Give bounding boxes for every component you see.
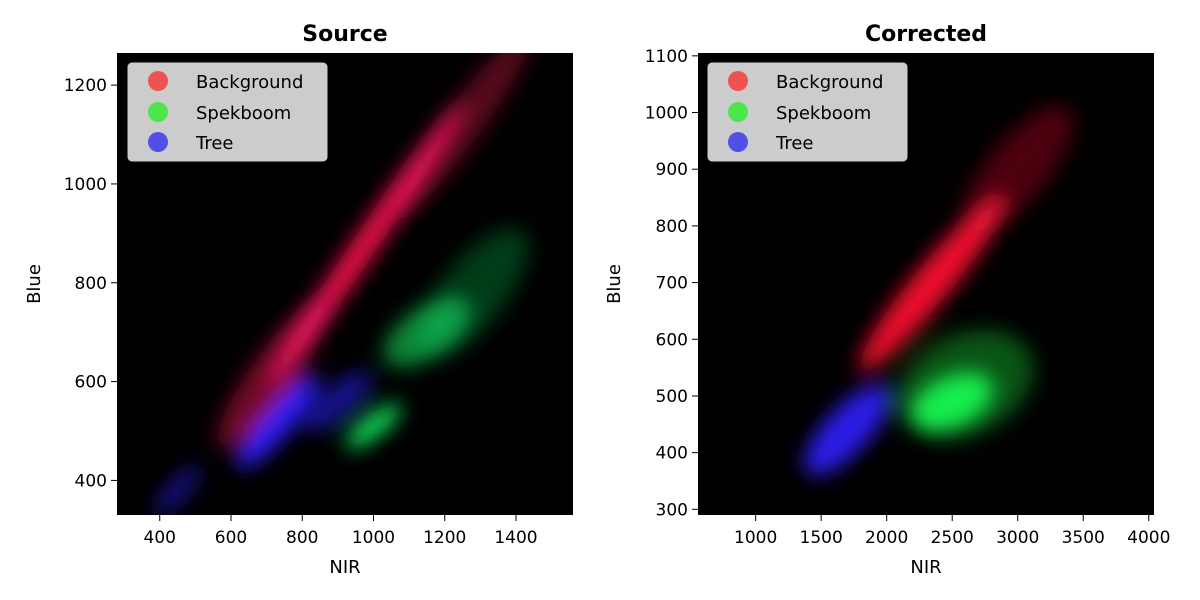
y-tick-label: 800: [75, 274, 107, 294]
x-ticks-source: 400 600 800 1000 1200 1400: [144, 515, 538, 548]
legend-label-tree: Tree: [775, 133, 814, 154]
density-tree-0: [804, 384, 891, 476]
x-tick-label: 1000: [734, 528, 777, 548]
y-tick-label: 900: [656, 160, 688, 180]
legend-box: [707, 62, 908, 162]
y-tick-label: 800: [656, 217, 688, 237]
density-spekboom-0: [345, 403, 402, 449]
y-tick-label: 1000: [64, 175, 107, 195]
density-background-2: [216, 295, 331, 448]
x-tick-label: 2000: [865, 528, 908, 548]
legend-label-background: Background: [196, 72, 303, 93]
x-tick-label: 600: [215, 528, 247, 548]
x-tick-label: 3000: [996, 528, 1039, 548]
y-tick-label: 600: [656, 330, 688, 350]
density-spekboom-2: [418, 228, 529, 358]
x-tick-label: 1200: [423, 528, 466, 548]
y-axis-label-corrected: Blue: [604, 264, 625, 304]
heatmap-corrected: [804, 105, 1074, 476]
x-tick-label: 1500: [800, 528, 843, 548]
legend-source: Background Spekboom Tree: [127, 62, 328, 162]
chart-corrected: 1000 1500 2000 2500 3000 3500 4000 300 400 500 60…: [604, 22, 1170, 578]
x-tick-label: 800: [286, 528, 318, 548]
y-tick-label: 1100: [645, 47, 688, 67]
heatmap-source: [154, 53, 532, 515]
density-background-1: [962, 105, 1074, 234]
legend-marker-spekboom: [148, 102, 168, 122]
x-ticks-corrected: 1000 1500 2000 2500 3000 3500 4000: [734, 515, 1170, 548]
y-tick-label: 400: [75, 471, 107, 491]
y-tick-label: 700: [656, 274, 688, 294]
legend-label-spekboom: Spekboom: [776, 103, 871, 124]
density-spekboom-1: [896, 329, 1034, 440]
legend-corrected: Background Spekboom Tree: [707, 62, 908, 162]
x-axis-label-source: NIR: [329, 557, 360, 578]
y-tick-label: 1200: [64, 76, 107, 96]
legend-marker-background: [728, 71, 748, 91]
density-tree-2: [154, 465, 201, 515]
legend-box: [127, 62, 328, 162]
chart-source: 400 600 800 1000 1200 1400 40060080010001200 …: [24, 22, 573, 578]
density-background-1: [394, 53, 532, 218]
legend-marker-background: [148, 71, 168, 91]
density-background-0: [859, 194, 1007, 371]
x-tick-label: 3500: [1062, 528, 1105, 548]
chart-title-corrected: Corrected: [865, 22, 987, 47]
y-ticks-corrected: 300 400 500 600 700 800 900 1000 1100: [645, 47, 698, 520]
x-tick-label: 4000: [1127, 528, 1170, 548]
x-tick-label: 1400: [494, 528, 537, 548]
legend-label-background: Background: [776, 72, 883, 93]
x-axis-label-corrected: NIR: [910, 557, 941, 578]
legend-marker-tree: [728, 132, 748, 152]
legend-label-spekboom: Spekboom: [196, 103, 291, 124]
y-tick-label: 600: [75, 373, 107, 393]
y-axis-label-source: Blue: [24, 264, 45, 304]
y-tick-label: 1000: [645, 104, 688, 124]
chart-title-source: Source: [302, 22, 387, 47]
y-ticks-source: 400 600 800 1000 1200: [64, 76, 117, 491]
legend-marker-spekboom: [728, 102, 748, 122]
legend-marker-tree: [148, 132, 168, 152]
x-tick-label: 1000: [352, 528, 395, 548]
y-tick-label: 500: [656, 387, 688, 407]
legend-label-tree: Tree: [195, 133, 234, 154]
y-tick-label: 400: [656, 444, 688, 464]
x-tick-label: 400: [144, 528, 176, 548]
y-tick-label: 300: [656, 500, 688, 520]
x-tick-label: 2500: [931, 528, 974, 548]
density-tree-1: [303, 371, 373, 432]
density-tree-0: [236, 373, 319, 469]
